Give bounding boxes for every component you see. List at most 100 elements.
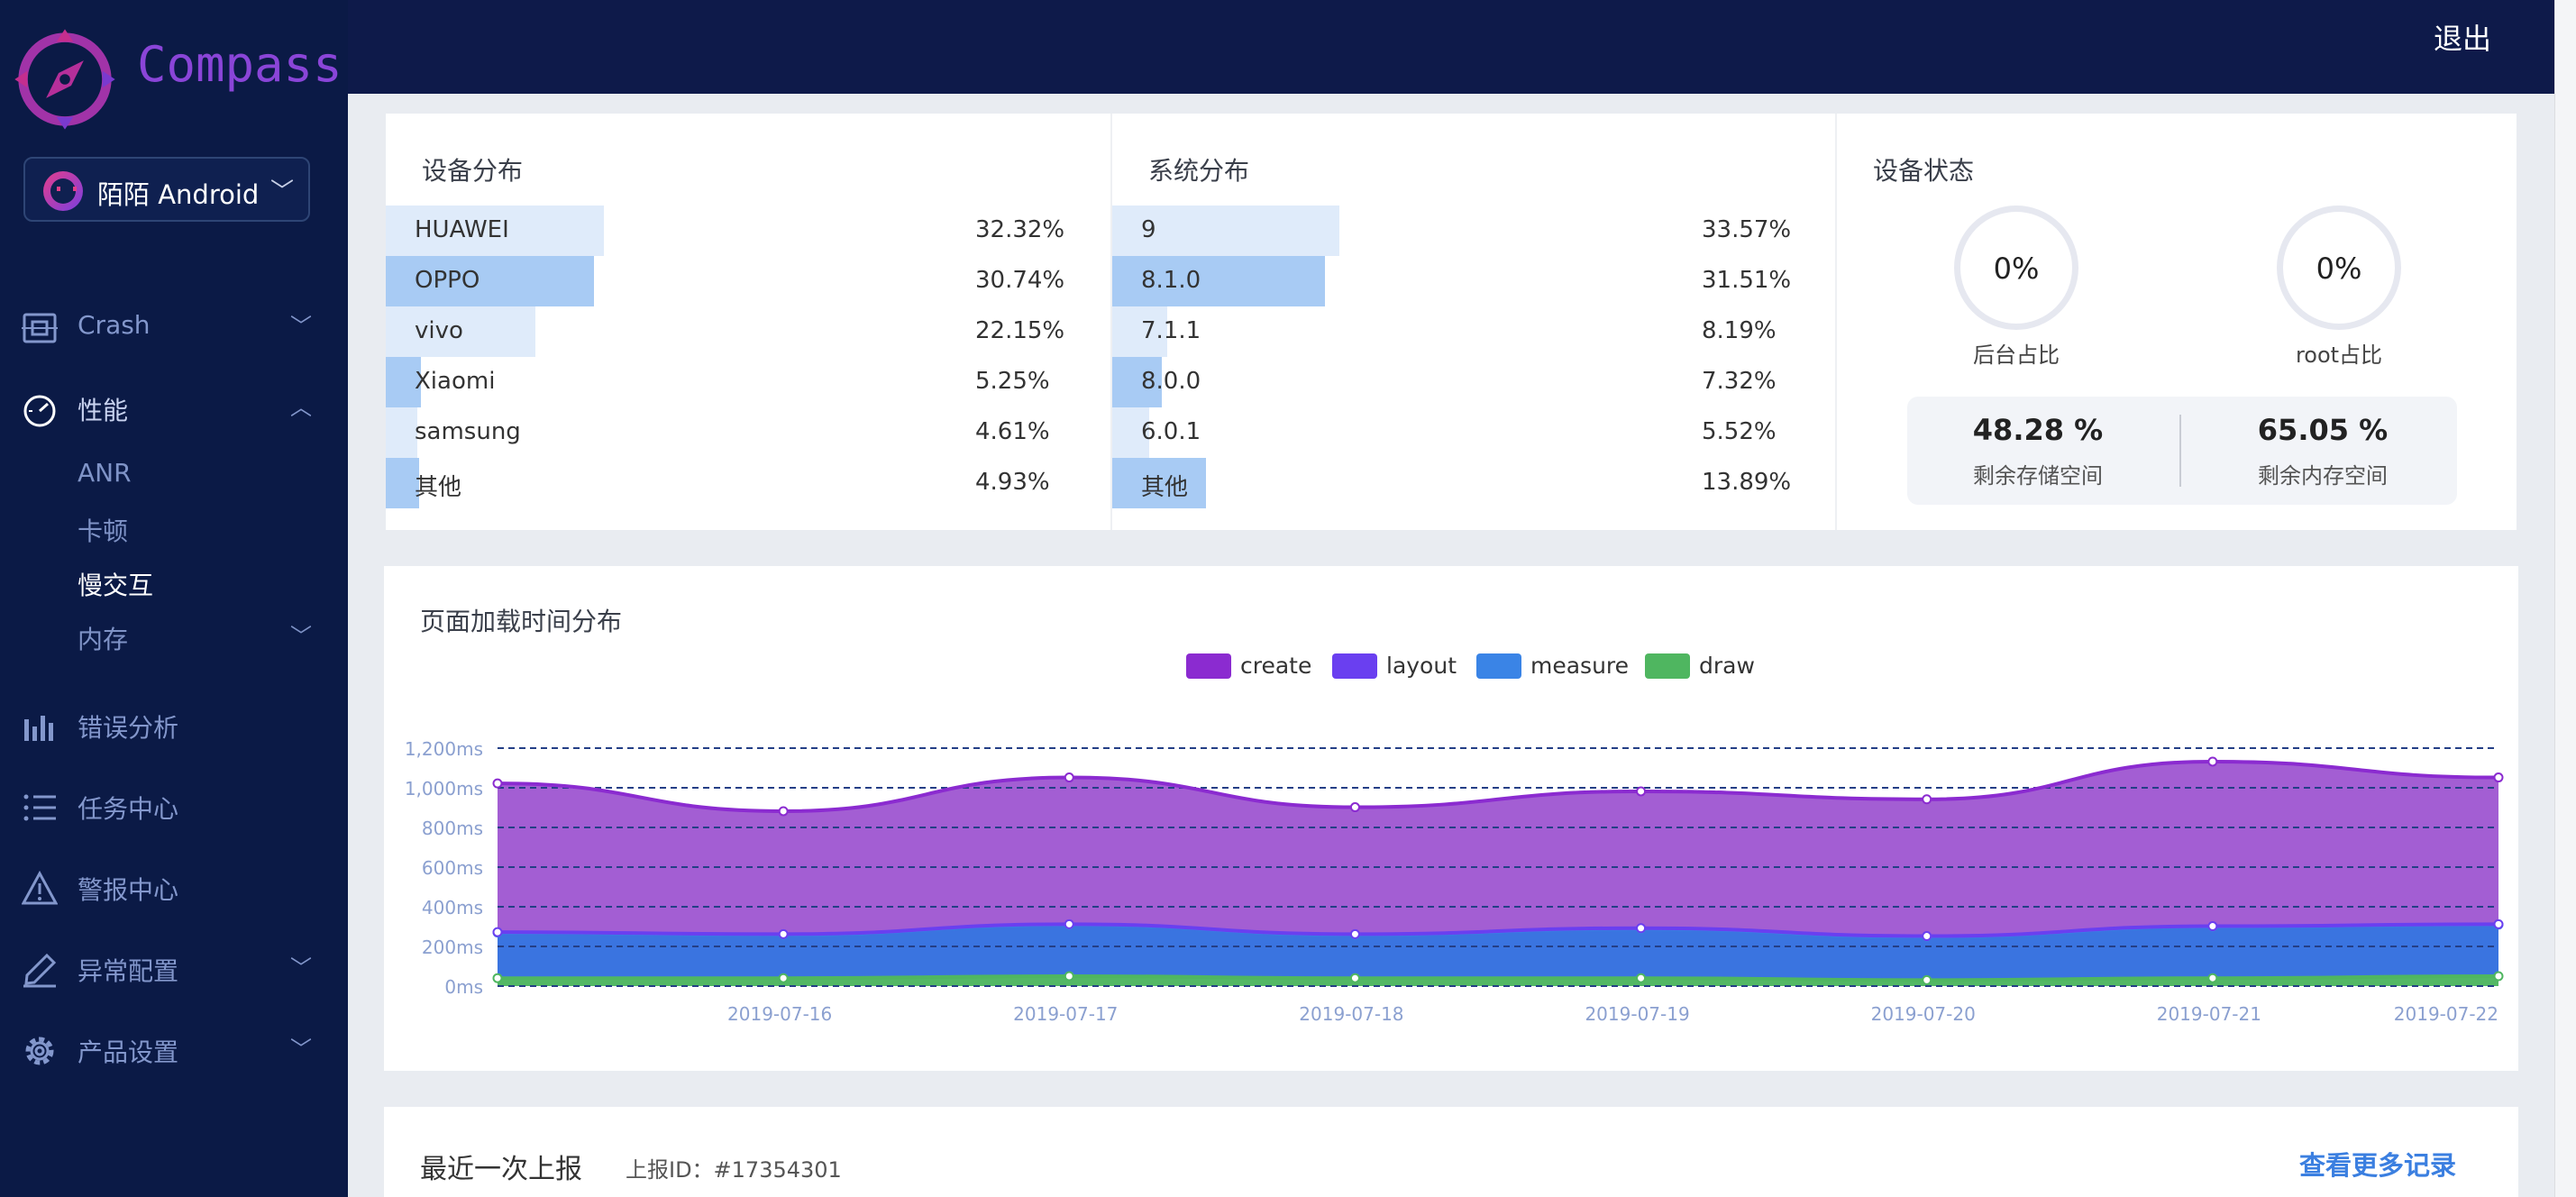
distribution-bar xyxy=(1112,357,1162,407)
distribution-row: vivo 22.15% xyxy=(386,306,1110,357)
point-layout xyxy=(1349,928,1360,939)
chevron-down-icon: ﹀ xyxy=(290,314,312,339)
root-ratio-label: root占比 xyxy=(2295,343,2383,368)
distribution-bar xyxy=(386,256,594,306)
point-layout xyxy=(2207,921,2218,932)
point-draw xyxy=(1636,973,1647,983)
sidebar-subitem-anr[interactable]: ANR xyxy=(78,458,132,488)
pen-icon xyxy=(23,953,57,988)
point-create xyxy=(2207,756,2218,767)
distribution-bar xyxy=(386,458,419,508)
background-ratio-label: 后台占比 xyxy=(1973,343,2060,368)
y-tick-label: 200ms xyxy=(422,937,483,958)
view-more-records-link[interactable]: 查看更多记录 xyxy=(2299,1150,2457,1181)
momo-app-icon xyxy=(43,171,83,211)
sidebar-item-crash[interactable]: Crash ﹀ xyxy=(0,292,348,364)
storage-free-value: 48.28 % xyxy=(1972,413,2104,447)
sidebar-item-label: 错误分析 xyxy=(78,713,179,743)
distribution-row: HUAWEI 32.32% xyxy=(386,206,1110,256)
distribution-percent: 5.52% xyxy=(1702,418,1777,445)
distribution-label: Xiaomi xyxy=(415,368,496,395)
distribution-percent: 30.74% xyxy=(975,267,1065,294)
app-selector[interactable]: 陌陌 Android ﹀ xyxy=(23,157,310,222)
scrollbar[interactable] xyxy=(2554,0,2576,1197)
memory-free-label: 剩余内存空间 xyxy=(2258,463,2388,489)
sidebar-item-label: 任务中心 xyxy=(78,794,179,824)
point-draw xyxy=(492,973,503,983)
point-draw xyxy=(2493,971,2504,982)
x-tick-label: 2019-07-21 xyxy=(2157,1003,2261,1025)
point-create xyxy=(1349,802,1360,813)
chevron-down-icon: ﹀ xyxy=(290,1037,312,1062)
sidebar-item-product-settings[interactable]: 产品设置 ﹀ xyxy=(0,1015,348,1087)
sidebar-subitem-label: 内存 xyxy=(78,625,129,654)
x-tick-label: 2019-07-18 xyxy=(1299,1003,1403,1025)
distribution-bar xyxy=(386,407,417,458)
section-title: 设备状态 xyxy=(1873,156,1975,186)
distribution-label: 8.1.0 xyxy=(1141,267,1201,294)
point-layout xyxy=(1636,923,1647,934)
legend-item-draw[interactable]: draw xyxy=(1645,651,1755,681)
chevron-down-icon: ﹀ xyxy=(290,955,312,981)
last-report-title: 最近一次上报 xyxy=(420,1154,582,1185)
storage-free-label: 剩余存储空间 xyxy=(1973,463,2103,489)
distribution-label: 其他 xyxy=(415,474,462,501)
sidebar-subitem-memory[interactable]: 内存 ﹀ xyxy=(78,620,323,656)
legend-swatch xyxy=(1332,653,1377,679)
sidebar-item-exception-config[interactable]: 异常配置 ﹀ xyxy=(0,934,348,1006)
point-create xyxy=(1636,786,1647,797)
legend-item-measure[interactable]: measure xyxy=(1476,651,1634,681)
sidebar-item-label: Crash xyxy=(78,310,151,340)
legend-item-create[interactable]: create xyxy=(1186,651,1321,681)
distribution-bar xyxy=(1112,407,1150,458)
y-tick-label: 400ms xyxy=(422,897,483,918)
section-title: 系统分布 xyxy=(1148,156,1250,186)
distribution-percent: 31.51% xyxy=(1702,267,1792,294)
distribution-row: 其他 4.93% xyxy=(386,458,1110,508)
chevron-down-icon: ﹀ xyxy=(270,178,295,206)
distribution-row: 8.1.0 31.51% xyxy=(1112,256,1837,306)
point-create xyxy=(1064,772,1074,783)
sidebar-subitem-jank[interactable]: 卡顿 xyxy=(78,516,129,546)
sidebar-item-error-analysis[interactable]: 错误分析 xyxy=(0,690,348,763)
legend-swatch xyxy=(1645,653,1690,679)
distribution-percent: 4.93% xyxy=(975,469,1050,496)
crash-icon xyxy=(22,313,58,343)
distribution-percent: 33.57% xyxy=(1702,216,1792,243)
legend-label: measure xyxy=(1530,653,1630,679)
compass-logo-icon[interactable] xyxy=(13,27,117,132)
distribution-bar xyxy=(386,206,605,256)
speedometer-icon xyxy=(23,395,56,427)
sidebar-subitem-slow-interaction[interactable]: 慢交互 xyxy=(78,571,154,600)
chart-title: 页面加载时间分布 xyxy=(420,607,623,636)
top-bar xyxy=(348,0,2554,94)
distribution-label: OPPO xyxy=(415,267,480,294)
point-draw xyxy=(778,973,789,983)
chevron-up-icon: ︿ xyxy=(290,395,312,420)
point-layout xyxy=(1922,931,1932,942)
sidebar-item-alert-center[interactable]: 警报中心 xyxy=(0,853,348,925)
x-tick-label: 2019-07-22 xyxy=(2394,1003,2498,1025)
distribution-percent: 4.61% xyxy=(975,418,1050,445)
sidebar-item-label: 产品设置 xyxy=(78,1037,179,1067)
distribution-bar xyxy=(386,357,422,407)
y-tick-label: 600ms xyxy=(422,857,483,879)
divider xyxy=(2179,415,2181,487)
point-draw xyxy=(1064,971,1074,982)
point-create xyxy=(2493,772,2504,783)
point-create xyxy=(1922,794,1932,805)
sidebar-item-task-center[interactable]: 任务中心 xyxy=(0,772,348,844)
point-draw xyxy=(2207,973,2218,983)
distribution-label: vivo xyxy=(415,317,463,344)
brand-name: Compass xyxy=(137,36,343,93)
distribution-label: HUAWEI xyxy=(415,216,509,243)
sidebar-item-label: 异常配置 xyxy=(78,956,179,986)
distribution-bar xyxy=(386,306,536,357)
logout-button[interactable]: 退出 xyxy=(2434,22,2492,56)
legend-item-layout[interactable]: layout xyxy=(1332,651,1466,681)
distribution-row: 8.0.0 7.32% xyxy=(1112,357,1837,407)
distribution-bar xyxy=(1112,206,1339,256)
page-load-area-chart[interactable]: 0ms 200ms 400ms 600ms 800ms 1,000ms 1,200ms 201… xyxy=(384,566,2518,1071)
sidebar-item-label: 性能 xyxy=(78,396,129,425)
sidebar-item-performance[interactable]: 性能 ︿ xyxy=(0,373,348,445)
